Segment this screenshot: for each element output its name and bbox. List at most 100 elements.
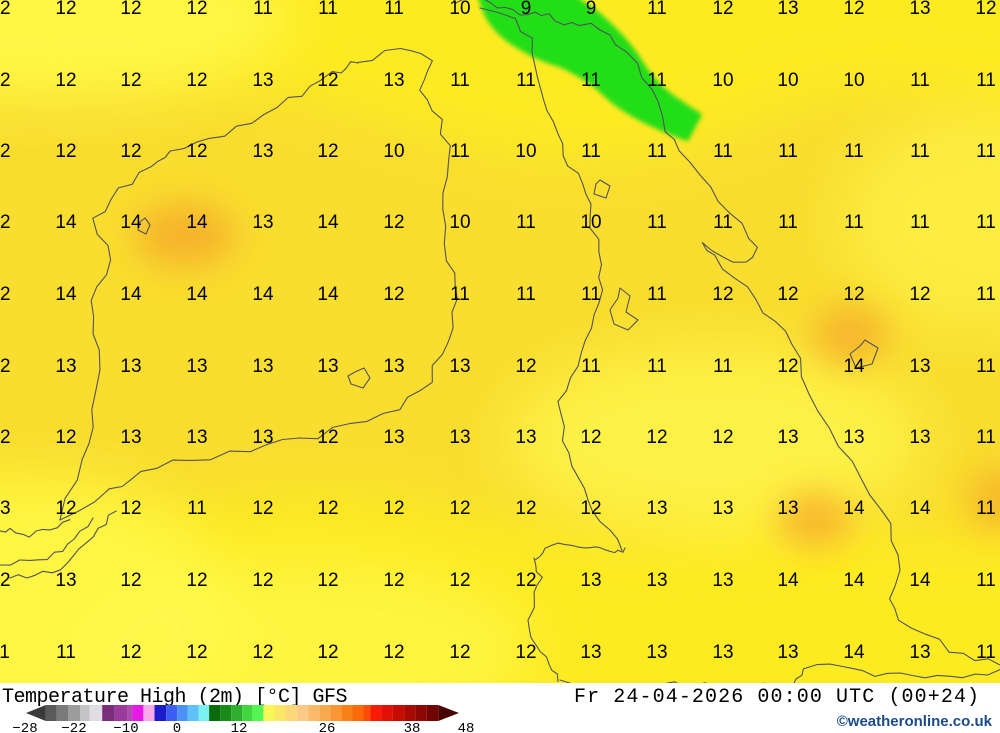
svg-text:11: 11: [647, 0, 667, 19]
svg-text:11: 11: [56, 642, 76, 663]
svg-text:12: 12: [0, 212, 11, 233]
svg-text:13: 13: [909, 642, 930, 663]
svg-text:11: 11: [384, 0, 404, 19]
svg-text:13: 13: [252, 70, 273, 91]
svg-text:12: 12: [646, 427, 667, 448]
svg-text:12: 12: [975, 0, 996, 19]
svg-text:12: 12: [120, 70, 141, 91]
svg-text:12: 12: [55, 427, 76, 448]
svg-text:14: 14: [120, 284, 142, 305]
svg-text:12: 12: [777, 284, 798, 305]
svg-text:13: 13: [449, 356, 470, 377]
svg-text:12: 12: [515, 642, 536, 663]
svg-text:12: 12: [383, 570, 404, 591]
svg-text:12: 12: [186, 570, 207, 591]
svg-text:12: 12: [0, 427, 11, 448]
svg-text:11: 11: [0, 642, 10, 663]
svg-text:11: 11: [976, 284, 996, 305]
svg-text:13: 13: [843, 427, 864, 448]
svg-text:13: 13: [120, 356, 141, 377]
svg-text:11: 11: [581, 70, 601, 91]
svg-text:11: 11: [844, 212, 864, 233]
svg-text:11: 11: [976, 356, 996, 377]
svg-text:13: 13: [909, 427, 930, 448]
svg-text:11: 11: [516, 70, 536, 91]
svg-text:13: 13: [646, 570, 667, 591]
svg-text:11: 11: [713, 212, 733, 233]
svg-text:14: 14: [317, 212, 339, 233]
svg-text:9: 9: [586, 0, 597, 19]
svg-text:12: 12: [186, 70, 207, 91]
svg-text:12: 12: [120, 498, 141, 519]
svg-text:12: 12: [843, 284, 864, 305]
svg-text:13: 13: [383, 70, 404, 91]
svg-text:13: 13: [252, 212, 273, 233]
svg-text:12: 12: [317, 141, 338, 162]
svg-text:11: 11: [713, 141, 733, 162]
svg-text:12: 12: [317, 642, 338, 663]
svg-text:12: 12: [252, 498, 273, 519]
svg-text:11: 11: [450, 70, 470, 91]
svg-text:10: 10: [580, 212, 601, 233]
svg-text:10: 10: [515, 141, 536, 162]
svg-text:12: 12: [449, 642, 470, 663]
svg-text:11: 11: [318, 0, 338, 19]
svg-text:12: 12: [55, 70, 76, 91]
svg-text:13: 13: [712, 498, 733, 519]
svg-text:13: 13: [317, 356, 338, 377]
svg-text:11: 11: [844, 141, 864, 162]
svg-text:12: 12: [317, 498, 338, 519]
svg-text:14: 14: [909, 570, 931, 591]
svg-text:13: 13: [712, 570, 733, 591]
svg-text:26: 26: [319, 721, 336, 733]
svg-text:12: 12: [843, 0, 864, 19]
svg-text:13: 13: [0, 498, 11, 519]
svg-text:13: 13: [383, 356, 404, 377]
svg-text:12: 12: [515, 356, 536, 377]
svg-text:11: 11: [581, 356, 601, 377]
svg-text:11: 11: [581, 284, 601, 305]
svg-text:13: 13: [712, 642, 733, 663]
svg-text:12: 12: [0, 70, 11, 91]
svg-text:12: 12: [383, 212, 404, 233]
svg-text:−28: −28: [12, 721, 37, 733]
svg-text:11: 11: [647, 284, 667, 305]
svg-text:14: 14: [909, 498, 931, 519]
svg-text:13: 13: [120, 427, 141, 448]
svg-text:12: 12: [120, 0, 141, 19]
svg-text:14: 14: [55, 284, 77, 305]
svg-text:11: 11: [910, 212, 930, 233]
svg-text:11: 11: [581, 141, 601, 162]
svg-text:10: 10: [449, 212, 470, 233]
svg-text:11: 11: [976, 212, 996, 233]
svg-text:11: 11: [516, 284, 536, 305]
svg-text:14: 14: [843, 356, 865, 377]
svg-text:10: 10: [777, 70, 798, 91]
svg-text:12: 12: [383, 498, 404, 519]
svg-text:11: 11: [647, 212, 667, 233]
svg-text:12: 12: [580, 498, 601, 519]
svg-text:12: 12: [712, 0, 733, 19]
svg-text:12: 12: [449, 570, 470, 591]
svg-text:11: 11: [187, 498, 207, 519]
svg-text:12: 12: [712, 284, 733, 305]
svg-text:12: 12: [55, 0, 76, 19]
svg-text:12: 12: [186, 0, 207, 19]
svg-text:13: 13: [55, 356, 76, 377]
svg-text:11: 11: [647, 356, 667, 377]
svg-text:12: 12: [0, 284, 11, 305]
svg-text:−10: −10: [113, 721, 138, 733]
svg-text:13: 13: [646, 498, 667, 519]
svg-text:12: 12: [580, 427, 601, 448]
svg-text:11: 11: [450, 141, 470, 162]
svg-text:13: 13: [252, 356, 273, 377]
svg-text:12: 12: [231, 721, 248, 733]
svg-text:13: 13: [909, 0, 930, 19]
svg-text:11: 11: [976, 498, 996, 519]
svg-text:12: 12: [317, 427, 338, 448]
svg-text:14: 14: [55, 212, 77, 233]
svg-text:12: 12: [515, 570, 536, 591]
svg-text:13: 13: [55, 570, 76, 591]
svg-text:10: 10: [712, 70, 733, 91]
svg-text:11: 11: [450, 284, 470, 305]
